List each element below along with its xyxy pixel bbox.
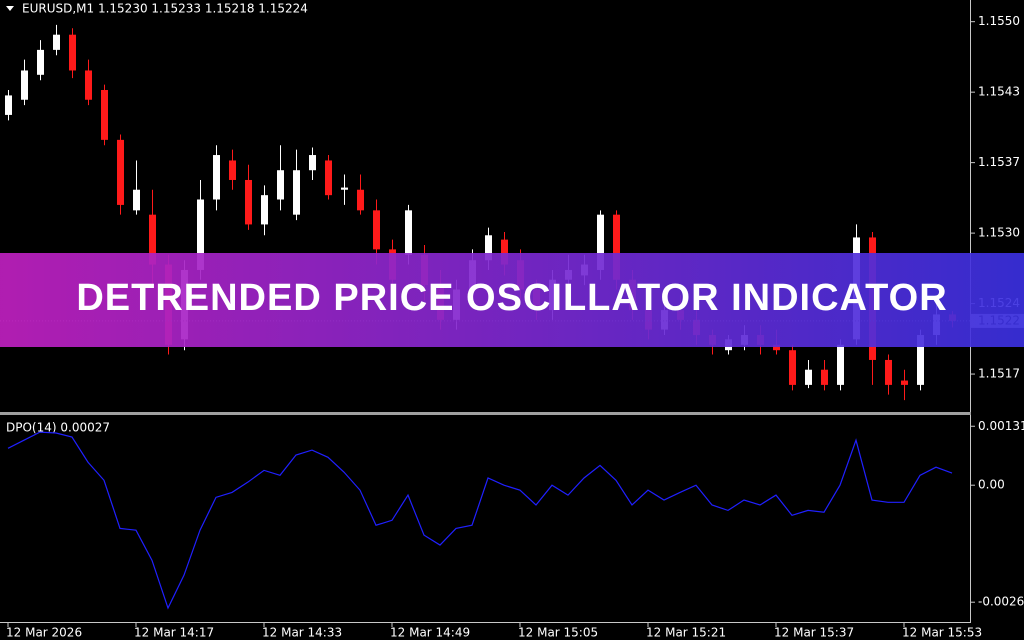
- candle-body: [85, 70, 92, 100]
- candle-body: [837, 344, 844, 385]
- candle-body: [133, 189, 140, 211]
- x-tick-label: 12 Mar 15:21: [646, 626, 726, 640]
- y-tick-label: 0.00131: [978, 419, 1024, 433]
- y-tick-label: 1.1517: [978, 367, 1020, 381]
- candle-body: [69, 34, 76, 71]
- menu-triangle[interactable]: [6, 6, 14, 11]
- candle-body: [597, 214, 604, 270]
- y-tick-label: 0.00: [978, 478, 1005, 492]
- x-tick-label: 12 Mar 15:05: [518, 626, 598, 640]
- candle-body: [613, 214, 620, 280]
- candle-body: [821, 369, 828, 385]
- candle-body: [293, 170, 300, 215]
- candle-body: [885, 359, 892, 385]
- candle-body: [341, 187, 348, 190]
- y-tick-label: 1.1550: [978, 14, 1020, 28]
- y-tick-label: 1.1537: [978, 155, 1020, 169]
- x-tick-label: 12 Mar 14:33: [262, 626, 342, 640]
- banner: [0, 253, 1024, 347]
- x-tick-label: 12 Mar 14:49: [390, 626, 470, 640]
- x-tick-label: 12 Mar 15:37: [774, 626, 854, 640]
- candle-body: [901, 380, 908, 385]
- pane-separator: [0, 412, 971, 415]
- candle-body: [405, 210, 412, 255]
- candle-body: [53, 34, 60, 50]
- indicator-title: DPO(14) 0.00027: [6, 421, 110, 435]
- candle-body: [229, 160, 236, 180]
- y-tick-label: 1.1543: [978, 85, 1020, 99]
- candle-body: [5, 95, 12, 115]
- candle-body: [357, 189, 364, 211]
- candle-body: [117, 139, 124, 205]
- candle-body: [309, 155, 316, 171]
- x-tick-label: 12 Mar 14:17: [134, 626, 214, 640]
- candle-body: [485, 235, 492, 261]
- candle-body: [149, 214, 156, 265]
- candle-body: [261, 195, 268, 225]
- candle-body: [101, 89, 108, 140]
- candle-body: [21, 70, 28, 100]
- candle-body: [37, 49, 44, 75]
- candle-body: [789, 350, 796, 385]
- banner-title: DETRENDED PRICE OSCILLATOR INDICATOR: [76, 277, 947, 319]
- y-tick-label: 1.1530: [978, 226, 1020, 240]
- candle-body: [197, 199, 204, 270]
- candle-body: [917, 335, 924, 385]
- candle-body: [501, 239, 508, 265]
- candle-body: [373, 210, 380, 250]
- x-tick-label: 12 Mar 15:53: [902, 626, 982, 640]
- dpo-line: [7, 431, 953, 610]
- candle-body: [277, 170, 284, 200]
- candle-body: [325, 160, 332, 196]
- candle-body: [773, 344, 780, 351]
- candle-body: [805, 369, 812, 385]
- candle-body: [213, 155, 220, 200]
- candle-body: [245, 179, 252, 225]
- symbol-header: EURUSD,M1 1.15230 1.15233 1.15218 1.1522…: [22, 2, 308, 16]
- y-tick-label: -0.0026: [978, 595, 1024, 609]
- x-tick-label: 12 Mar 2026: [6, 626, 82, 640]
